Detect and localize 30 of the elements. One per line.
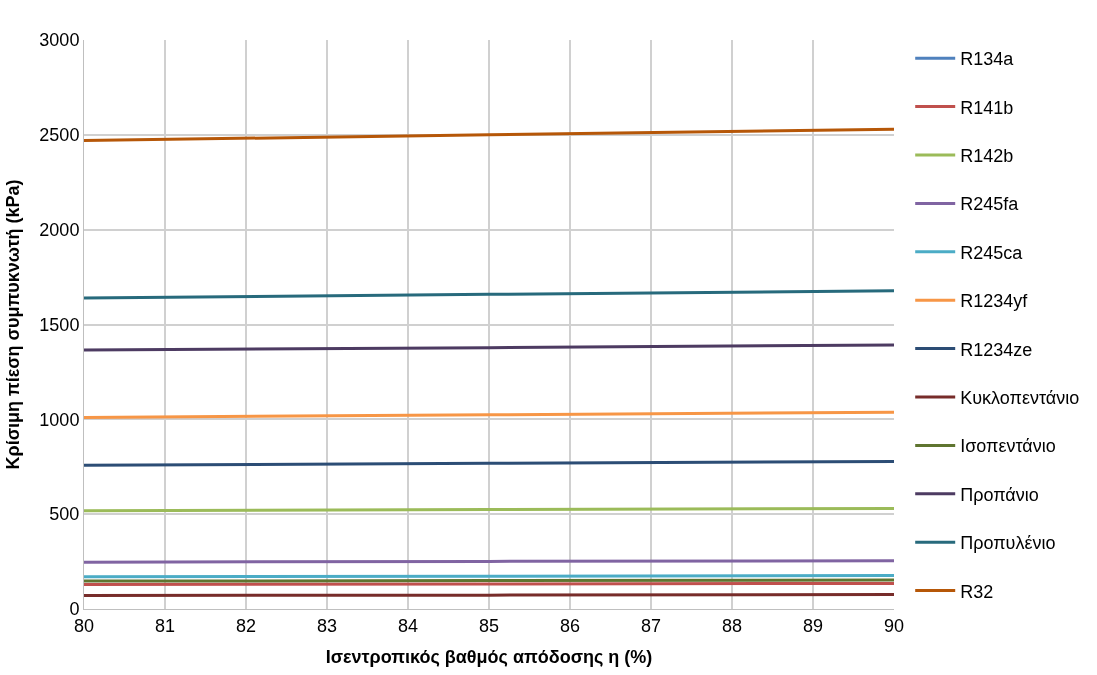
legend-label: R245ca [960,242,1024,263]
legend-label: R1234ze [960,339,1033,360]
x-tick-label: 87 [640,615,662,636]
x-axis-title: Ισεντροπικός βαθμός απόδοσης η (%) [325,646,653,667]
y-tick-label: 3000 [39,30,80,51]
x-tick-label: 89 [802,615,824,636]
x-tick-label: 88 [721,615,743,636]
legend-label: Κυκλοπεντάνιο [960,388,1080,409]
x-tick-label: 85 [478,615,500,636]
y-tick-label: 2000 [39,219,80,240]
y-axis-title: Κρίσιμη πίεση συμπυκνωτή (kPa) [2,179,23,470]
x-tick-label: 82 [235,615,257,636]
x-tick-label: 83 [316,615,338,636]
x-tick-label: 90 [883,615,905,636]
y-tick-label: 1500 [39,314,80,335]
legend-label: R32 [960,581,994,602]
legend-label: R134a [960,49,1015,70]
legend-label: Προπάνιο [960,484,1039,505]
legend-label: R1234yf [960,291,1029,312]
legend-label: R245fa [960,194,1020,215]
y-tick-label: 2500 [39,125,80,146]
legend-label: R141b [960,97,1014,118]
y-tick-label: 1000 [39,409,80,430]
x-tick-label: 86 [559,615,581,636]
x-tick-label: 81 [154,615,176,636]
legend-label: Προπυλένιο [960,533,1056,554]
y-tick-label: 500 [49,504,80,525]
legend-label: Ισοπεντάνιο [960,436,1056,457]
legend-label: R142b [960,146,1014,167]
x-tick-label: 84 [397,615,419,636]
